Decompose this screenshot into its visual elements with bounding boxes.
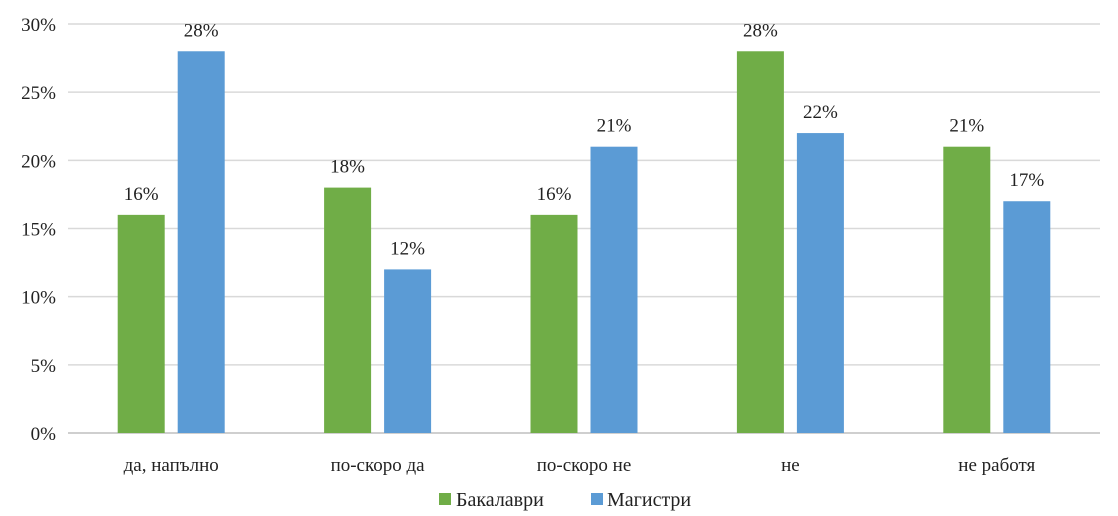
bar-magistri [384, 269, 432, 433]
legend-label: Бакалаври [456, 489, 544, 511]
bar-bakalavri [324, 187, 372, 433]
gridlines [68, 23, 1100, 434]
bar-bakalavri [736, 51, 784, 434]
y-tick-label: 15% [21, 220, 56, 241]
y-tick-label: 10% [21, 288, 56, 309]
y-tick-label: 30% [21, 15, 56, 36]
legend-swatch [439, 493, 451, 505]
data-labels: 16% 28% 18% 12% 16% 21% 28% 22% 21% 17% [124, 20, 1045, 259]
data-label: 16% [537, 184, 572, 205]
data-label: 22% [803, 102, 838, 123]
y-tick-label: 25% [21, 83, 56, 104]
data-label: 28% [184, 20, 219, 41]
bar-magistri [590, 146, 638, 433]
x-category-label: по-скоро да [331, 455, 426, 476]
x-axis-category-labels: да, напълно по-скоро да по-скоро не не не ра… [124, 455, 1036, 476]
data-label: 21% [949, 116, 984, 137]
data-label: 28% [743, 20, 778, 41]
bar-bakalavri [117, 214, 165, 433]
legend-swatch [591, 493, 603, 505]
data-label: 18% [330, 157, 365, 178]
x-category-label: да, напълно [124, 455, 219, 476]
y-tick-label: 20% [21, 151, 56, 172]
y-tick-label: 5% [31, 356, 57, 377]
data-label: 16% [124, 184, 159, 205]
y-axis-tick-labels: 0% 5% 10% 15% 20% 25% 30% [21, 15, 56, 445]
data-label: 12% [390, 238, 425, 259]
x-category-label: не [781, 455, 800, 476]
bar-magistri [177, 51, 225, 434]
y-tick-label: 0% [31, 424, 57, 445]
data-label: 17% [1009, 170, 1044, 191]
data-label: 21% [597, 116, 632, 137]
bar-bakalavri [943, 146, 991, 433]
legend: Бакалаври Магистри [439, 489, 691, 511]
x-category-label: не работя [958, 455, 1035, 476]
bar-bakalavri [530, 214, 578, 433]
bars [117, 51, 1051, 434]
x-category-label: по-скоро не [537, 455, 632, 476]
legend-label: Магистри [607, 489, 691, 511]
bar-magistri [1003, 201, 1051, 433]
bar-magistri [796, 133, 844, 434]
